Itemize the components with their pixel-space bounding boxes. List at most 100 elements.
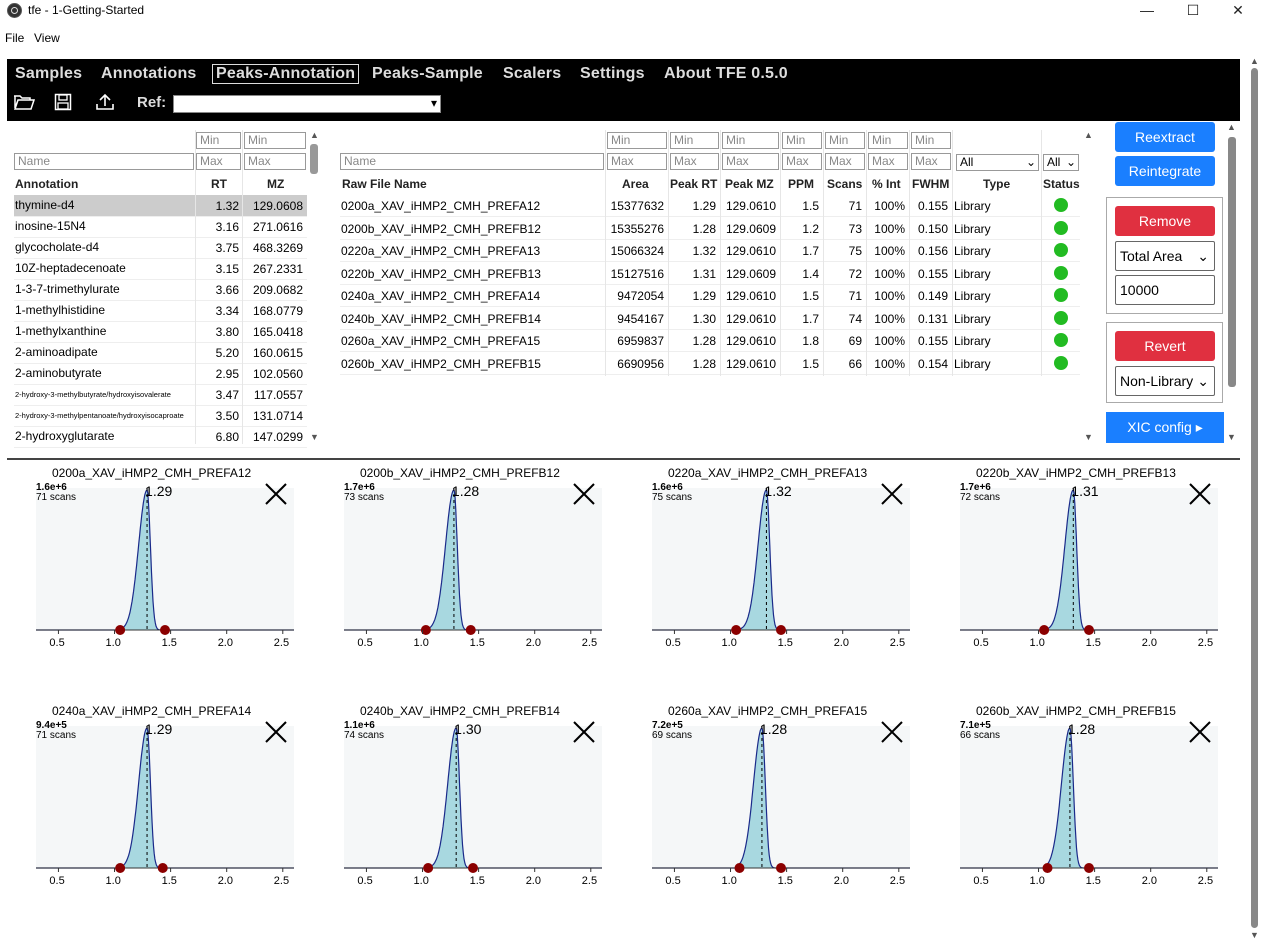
left-bound-marker[interactable] <box>1039 625 1050 635</box>
xic-plot[interactable]: 0260a_XAV_iHMP2_CMH_PREFA15 7.2e+5 69 scan… <box>652 704 922 934</box>
peak-row[interactable]: 0200b_XAV_iHMP2_CMH_PREFB12 15355276 1.28 1… <box>340 217 1080 240</box>
tab-samples[interactable]: Samples <box>15 65 83 82</box>
fwhm-header[interactable]: FWHM <box>912 177 950 191</box>
status-indicator[interactable] <box>1054 220 1068 235</box>
scroll-down-icon[interactable]: ▼ <box>1084 432 1093 442</box>
left-bound-marker[interactable] <box>115 863 126 873</box>
scroll-up-icon[interactable]: ▲ <box>1227 122 1236 132</box>
scroll-up-icon[interactable]: ▲ <box>1250 56 1259 66</box>
right-bound-marker[interactable] <box>1084 625 1094 635</box>
tab-peaks-annotation[interactable]: Peaks-Annotation <box>212 64 360 84</box>
left-bound-marker[interactable] <box>423 863 434 873</box>
rt-max-filter[interactable]: Max <box>196 153 241 170</box>
save-icon[interactable] <box>54 93 72 116</box>
left-bound-marker[interactable] <box>1042 863 1053 873</box>
annotation-scroll-thumb[interactable] <box>310 144 318 174</box>
right-bound-marker[interactable] <box>1084 863 1094 873</box>
annotation-row[interactable]: inosine-15N4 3.16 271.0616 <box>14 216 307 238</box>
peak-mz-max-filter[interactable]: Max <box>722 153 779 170</box>
mz-min-filter[interactable]: Min <box>244 132 306 149</box>
status-indicator[interactable] <box>1054 243 1068 257</box>
page-scroll-thumb[interactable] <box>1251 68 1258 928</box>
ppm-header[interactable]: PPM <box>788 177 815 191</box>
fwhm-max-filter[interactable]: Max <box>911 153 951 170</box>
status-filter-select[interactable]: All ⌄ <box>1043 154 1079 171</box>
remove-button[interactable]: Remove <box>1115 206 1215 236</box>
right-bound-marker[interactable] <box>776 863 786 873</box>
xic-plot[interactable]: 0220a_XAV_iHMP2_CMH_PREFA13 1.6e+6 75 scan… <box>652 466 922 696</box>
peak-row[interactable]: 0220b_XAV_iHMP2_CMH_PREFB13 15127516 1.31 1… <box>340 262 1080 285</box>
status-indicator[interactable] <box>1054 333 1068 347</box>
type-filter-select[interactable]: All ⌄ <box>956 154 1039 171</box>
xic-plot[interactable]: 0260b_XAV_iHMP2_CMH_PREFB15 7.1e+5 66 scan… <box>960 704 1230 934</box>
left-bound-marker[interactable] <box>420 625 431 635</box>
remove-metric-select[interactable]: Total Area ⌄ <box>1115 241 1215 271</box>
page-scrollbar[interactable]: ▲ ▼ <box>1248 56 1260 942</box>
scans-min-filter[interactable]: Min <box>825 132 865 149</box>
upload-icon[interactable] <box>95 93 115 116</box>
annotation-row[interactable]: 2-aminoadipate 5.20 160.0615 <box>14 342 307 364</box>
reintegrate-button[interactable]: Reintegrate <box>1115 156 1215 186</box>
minimize-button[interactable]: — <box>1140 2 1154 18</box>
left-bound-marker[interactable] <box>734 863 745 873</box>
peak-row[interactable]: 0260b_XAV_iHMP2_CMH_PREFB15 6690956 1.28 12… <box>340 352 1080 375</box>
rt-header[interactable]: RT <box>211 177 227 191</box>
left-bound-marker[interactable] <box>731 625 742 635</box>
status-indicator[interactable] <box>1054 288 1068 302</box>
fwhm-min-filter[interactable]: Min <box>911 132 951 149</box>
scroll-up-icon[interactable]: ▲ <box>310 130 319 140</box>
menu-view[interactable]: View <box>34 31 60 45</box>
scroll-up-icon[interactable]: ▲ <box>1084 130 1093 140</box>
scroll-down-icon[interactable]: ▼ <box>1250 930 1259 940</box>
tab-annotations[interactable]: Annotations <box>101 65 197 82</box>
annotation-row[interactable]: 2-hydroxy-3-methylpentanoate/hydroxyisoc… <box>14 405 307 427</box>
peak-row[interactable]: 0240b_XAV_iHMP2_CMH_PREFB14 9454167 1.30 12… <box>340 307 1080 330</box>
annotation-row[interactable]: thymine-d4 1.32 129.0608 <box>14 195 307 217</box>
xic-plot[interactable]: 0240a_XAV_iHMP2_CMH_PREFA14 9.4e+5 71 scan… <box>36 704 306 934</box>
ppm-min-filter[interactable]: Min <box>782 132 822 149</box>
tab-about[interactable]: About TFE 0.5.0 <box>664 65 788 82</box>
scroll-down-icon[interactable]: ▼ <box>1227 432 1236 442</box>
area-header[interactable]: Area <box>622 177 649 191</box>
xic-plot[interactable]: 0200a_XAV_iHMP2_CMH_PREFA12 1.6e+6 71 scan… <box>36 466 306 696</box>
right-bound-marker[interactable] <box>465 625 476 635</box>
tab-scalers[interactable]: Scalers <box>503 65 562 82</box>
revert-button[interactable]: Revert <box>1115 331 1215 361</box>
remove-threshold-input[interactable]: 10000 <box>1115 275 1215 305</box>
right-bound-marker[interactable] <box>160 625 170 635</box>
peak-row[interactable]: 0200a_XAV_iHMP2_CMH_PREFA12 15377632 1.29 1… <box>340 194 1080 217</box>
mz-header[interactable]: MZ <box>267 177 285 191</box>
ppm-max-filter[interactable]: Max <box>782 153 822 170</box>
action-panel-scroll-thumb[interactable] <box>1228 137 1236 387</box>
left-bound-marker[interactable] <box>115 625 126 635</box>
close-window-button[interactable]: ✕ <box>1232 2 1244 18</box>
xic-plot[interactable]: 0220b_XAV_iHMP2_CMH_PREFB13 1.7e+6 72 scan… <box>960 466 1230 696</box>
xic-plot[interactable]: 0200b_XAV_iHMP2_CMH_PREFB12 1.7e+6 73 scan… <box>344 466 614 696</box>
status-indicator[interactable] <box>1054 355 1068 370</box>
status-indicator[interactable] <box>1054 310 1068 325</box>
peak-row[interactable]: 0260a_XAV_iHMP2_CMH_PREFA15 6959837 1.28 12… <box>340 329 1080 352</box>
annotation-row[interactable]: 1-methylxanthine 3.80 165.0418 <box>14 321 307 343</box>
pct-int-max-filter[interactable]: Max <box>868 153 908 170</box>
peak-mz-min-filter[interactable]: Min <box>722 132 779 149</box>
peak-rt-header[interactable]: Peak RT <box>670 177 718 191</box>
xic-plot[interactable]: 0240b_XAV_iHMP2_CMH_PREFB14 1.1e+6 74 scan… <box>344 704 614 934</box>
annotation-row[interactable]: 2-hydroxyglutarate 6.80 147.0299 <box>14 426 307 448</box>
annotation-row[interactable]: glycocholate-d4 3.75 468.3269 <box>14 237 307 259</box>
annotation-name-filter[interactable]: Name <box>14 153 194 170</box>
scans-max-filter[interactable]: Max <box>825 153 865 170</box>
right-bound-marker[interactable] <box>776 625 786 635</box>
annotation-row[interactable]: 2-aminobutyrate 2.95 102.0560 <box>14 363 307 385</box>
annotation-row[interactable]: 10Z-heptadecenoate 3.15 267.2331 <box>14 258 307 280</box>
right-bound-marker[interactable] <box>157 863 168 873</box>
tab-settings[interactable]: Settings <box>580 65 645 82</box>
peak-row[interactable]: 0240a_XAV_iHMP2_CMH_PREFA14 9472054 1.29 12… <box>340 284 1080 307</box>
scans-header[interactable]: Scans <box>827 177 863 191</box>
annotation-row[interactable]: 2-hydroxy-3-methylbutyrate/hydroxyisoval… <box>14 384 307 406</box>
type-header[interactable]: Type <box>983 177 1011 191</box>
status-indicator[interactable] <box>1054 265 1068 280</box>
scroll-down-icon[interactable]: ▼ <box>310 432 319 442</box>
status-indicator[interactable] <box>1054 198 1068 212</box>
rt-min-filter[interactable]: Min <box>196 132 241 149</box>
maximize-button[interactable]: ☐ <box>1186 2 1200 18</box>
